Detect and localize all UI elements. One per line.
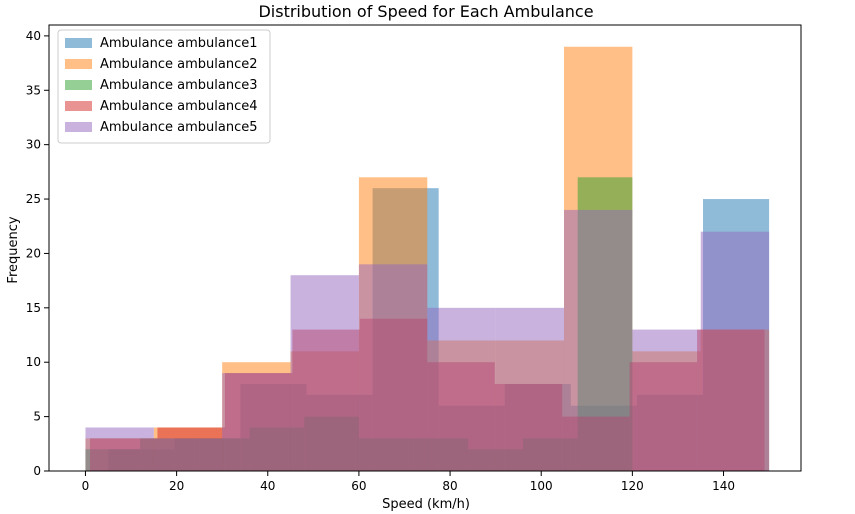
legend-label: Ambulance ambulance1 [100, 36, 258, 51]
y-axis-label: Frequency [6, 216, 21, 283]
chart-title: Distribution of Speed for Each Ambulance [258, 2, 593, 21]
legend: Ambulance ambulance1 Ambulance ambulance2… [57, 29, 271, 144]
histogram-bar-series-5-bin-5 [358, 264, 428, 471]
histogram-bar-series-5-bin-4 [290, 275, 359, 471]
legend-label: Ambulance ambulance5 [100, 120, 258, 135]
histogram-bar-series-5-bin-3 [222, 373, 291, 471]
histogram-bar-series-5-bin-10 [700, 231, 770, 471]
legend-label: Ambulance ambulance2 [100, 57, 258, 72]
legend-swatch [65, 101, 92, 111]
y-tick-label: 15 [26, 301, 41, 315]
histogram-bar-series-5-bin-9 [632, 329, 701, 471]
x-tick-label: 20 [169, 479, 184, 493]
bars-layer [85, 46, 770, 472]
histogram-bar-series-5-bin-6 [427, 307, 496, 471]
histogram-bar-series-5-bin-2 [153, 438, 223, 471]
y-tick-label: 25 [26, 192, 41, 206]
x-tick-label: 140 [712, 479, 735, 493]
x-tick-label: 0 [82, 479, 90, 493]
x-tick-label: 80 [442, 479, 457, 493]
x-axis-label: Speed (km/h) [382, 497, 470, 512]
y-tick-label: 10 [26, 355, 41, 369]
plot-frame [48, 24, 802, 472]
legend-frame [57, 29, 271, 144]
legend-swatch [65, 59, 92, 69]
y-tick-label: 35 [26, 83, 41, 97]
x-axis-ticks: 0 20 40 60 80 100 120 140 [82, 471, 735, 493]
y-tick-label: 30 [26, 138, 41, 152]
legend-swatch [65, 80, 92, 90]
y-tick-label: 40 [26, 29, 41, 43]
histogram-bar-series-5-bin-1 [85, 427, 154, 471]
legend-swatch [65, 38, 92, 48]
legend-label: Ambulance ambulance3 [100, 78, 258, 93]
y-tick-label: 0 [33, 464, 41, 478]
y-tick-label: 20 [26, 246, 41, 260]
x-tick-label: 40 [260, 479, 275, 493]
legend-label: Ambulance ambulance4 [100, 99, 258, 114]
histogram-bar-series-5-bin-7 [495, 307, 565, 471]
x-tick-label: 100 [530, 479, 553, 493]
legend-swatch [65, 122, 92, 132]
y-axis-ticks: 0 5 10 15 20 25 30 35 40 [26, 29, 49, 478]
x-tick-label: 120 [621, 479, 644, 493]
histogram-bar-series-5-bin-8 [564, 209, 633, 472]
y-tick-label: 5 [33, 410, 41, 424]
x-tick-label: 60 [351, 479, 366, 493]
